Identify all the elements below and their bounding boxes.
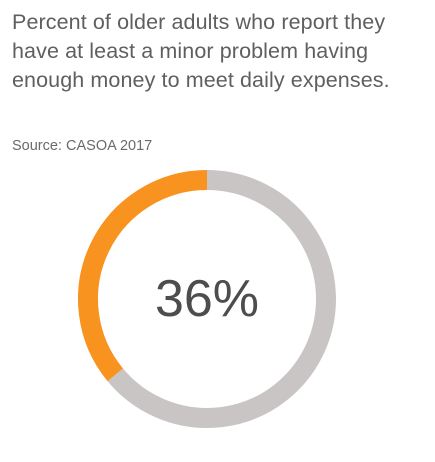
donut-slice-highlight — [78, 170, 208, 382]
donut-slices — [78, 170, 336, 428]
donut-svg: 36% — [78, 170, 336, 428]
chart-title: Percent of older adults who report they … — [12, 10, 390, 92]
donut-slice-remainder — [107, 170, 336, 428]
center-percent-label: 36% — [155, 270, 259, 328]
donut-chart: 36% — [76, 168, 338, 430]
source-note: Source: CASOA 2017 — [12, 138, 153, 154]
